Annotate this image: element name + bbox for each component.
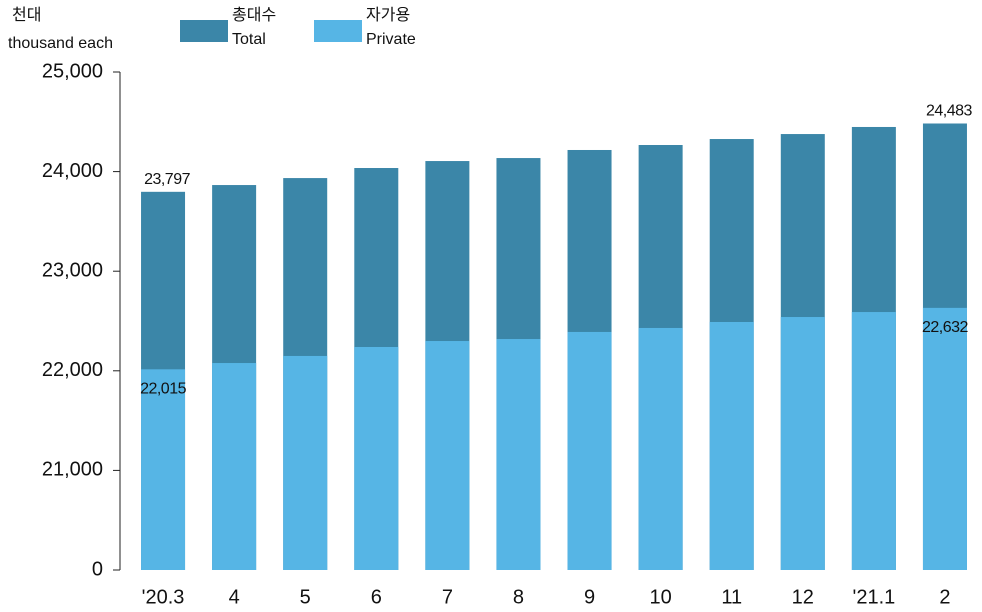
bar (567, 331, 612, 570)
y-tick-label: 21,000 (42, 459, 103, 481)
y-axis-label: thousand each (8, 35, 113, 52)
x-tick-label: 12 (792, 586, 814, 608)
bar (922, 307, 967, 570)
legend-label: Private (366, 31, 416, 48)
y-tick-label: 23,000 (42, 259, 103, 281)
legend-label-ko: 자가용 (366, 6, 410, 24)
x-tick-label: 10 (650, 586, 672, 608)
legend-label: Total (232, 31, 266, 48)
x-tick-label: '20.3 (142, 586, 185, 608)
legend-label-ko: 총대수 (232, 6, 276, 24)
y-tick-label: 25,000 (42, 60, 103, 82)
bar (283, 355, 328, 570)
bar (496, 339, 541, 570)
bar (851, 312, 896, 570)
bar (780, 317, 825, 570)
bar (425, 341, 470, 570)
bar (354, 346, 399, 570)
y-tick-label: 0 (92, 558, 103, 580)
x-tick-label: 4 (229, 586, 240, 608)
x-tick-label: 5 (300, 586, 311, 608)
y-tick-label: 22,000 (42, 359, 103, 381)
value-label: 23,797 (144, 171, 191, 188)
bar (709, 321, 754, 570)
bar (638, 327, 683, 570)
value-label: 22,632 (922, 319, 969, 336)
x-tick-label: 2 (939, 586, 950, 608)
bar (212, 363, 257, 570)
x-tick-label: 8 (513, 586, 524, 608)
value-label: 22,015 (140, 381, 187, 398)
legend-swatch (180, 20, 228, 42)
x-tick-label: 11 (721, 586, 742, 608)
y-axis-label-ko: 천대 (12, 6, 41, 24)
x-tick-label: 6 (371, 586, 382, 608)
x-tick-label: 9 (584, 586, 595, 608)
bar (141, 369, 186, 570)
x-tick-label: '21.1 (853, 586, 896, 608)
x-tick-label: 7 (442, 586, 453, 608)
y-tick-label: 24,000 (42, 160, 103, 182)
legend-swatch (314, 20, 362, 42)
value-label: 24,483 (926, 103, 973, 120)
